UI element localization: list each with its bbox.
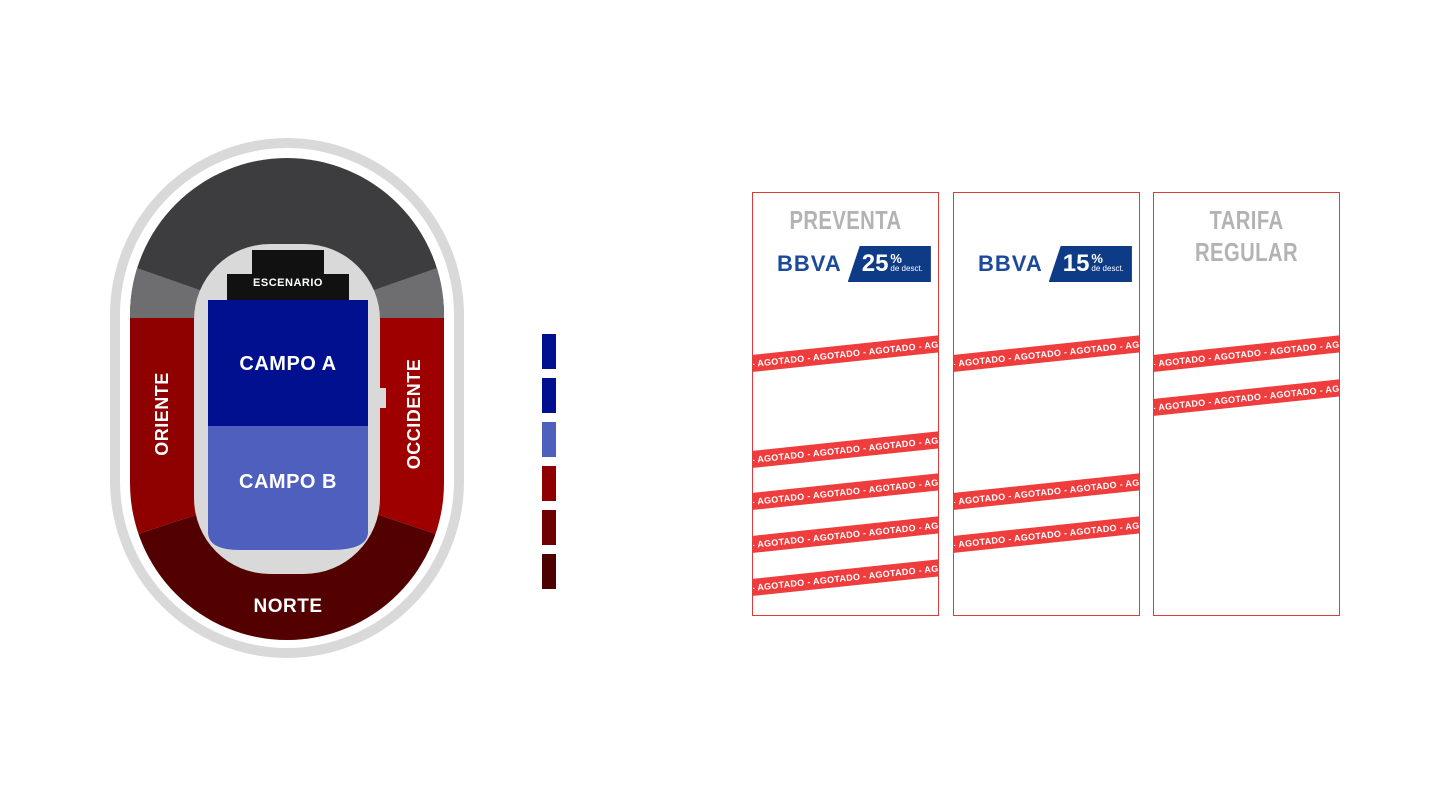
upper-wing-right[interactable] xyxy=(374,262,454,320)
upper-wing-left[interactable] xyxy=(120,262,200,320)
legend-swatch-norte xyxy=(542,554,556,589)
sold-out-ribbon: - AGOTADO - AGOTADO - AGOTADO - AGOTADO … xyxy=(752,558,939,597)
stage-label: ESCENARIO xyxy=(253,277,323,289)
column-title-line1: TARIFA xyxy=(1209,205,1284,235)
sold-out-ribbon: - AGOTADO - AGOTADO - AGOTADO - AGOTADO … xyxy=(752,334,939,373)
price-column-bbva-15: BBVA 15 % de desct. - AGOTADO - AGOTADO … xyxy=(953,192,1140,616)
campo-b-label: CAMPO B xyxy=(239,471,337,493)
occidente-label: OCCIDENTE xyxy=(404,359,424,470)
campo-b-section[interactable] xyxy=(208,426,368,550)
sold-out-ribbon: - AGOTADO - AGOTADO - AGOTADO - AGOTADO … xyxy=(752,515,939,554)
campo-a-section[interactable] xyxy=(208,300,368,426)
stadium-map: ESCENARIO CAMPO A CAMPO B ORIENTE OCCIDE… xyxy=(110,138,464,658)
sold-out-ribbon: - AGOTADO - AGOTADO - AGOTADO - AGOTADO … xyxy=(752,472,939,511)
discount-sub: de desct. xyxy=(1091,264,1124,273)
sold-out-text: - AGOTADO - AGOTADO - AGOTADO - AGOTADO … xyxy=(752,516,939,550)
column-title: PREVENTA xyxy=(789,205,902,235)
price-column-preventa: PREVENTA BBVA 25 % de desct. - AGOTADO -… xyxy=(752,192,939,616)
campo-a-label: CAMPO A xyxy=(239,353,336,375)
bbva-promo: BBVA 25 % de desct. xyxy=(777,245,931,283)
sold-out-ribbon: - AGOTADO - AGOTADO - AGOTADO - AGOTADO … xyxy=(953,334,1140,373)
stage-top xyxy=(252,250,324,276)
legend-swatch-occidente xyxy=(542,466,556,501)
occidente-section[interactable] xyxy=(370,318,454,540)
price-column-tarifa-regular: TARIFA REGULAR - AGOTADO - AGOTADO - AGO… xyxy=(1153,192,1340,616)
sold-out-text: - AGOTADO - AGOTADO - AGOTADO - AGOTADO … xyxy=(1153,379,1340,413)
sold-out-text: - AGOTADO - AGOTADO - AGOTADO - AGOTADO … xyxy=(953,516,1140,550)
oriente-section[interactable] xyxy=(120,318,205,540)
sold-out-text: - AGOTADO - AGOTADO - AGOTADO - AGOTADO … xyxy=(752,431,939,465)
discount-value: 15 xyxy=(1062,250,1090,277)
sold-out-ribbon: - AGOTADO - AGOTADO - AGOTADO - AGOTADO … xyxy=(752,430,939,469)
bbva-promo: BBVA 15 % de desct. xyxy=(978,245,1132,283)
legend-swatch-campo-a xyxy=(542,334,556,369)
sold-out-ribbon: - AGOTADO - AGOTADO - AGOTADO - AGOTADO … xyxy=(1153,378,1340,417)
discount-percent-sign: % xyxy=(890,251,902,266)
discount-badge: 25 % de desct. xyxy=(847,246,931,282)
sold-out-text: - AGOTADO - AGOTADO - AGOTADO - AGOTADO … xyxy=(953,473,1140,507)
norte-label: NORTE xyxy=(254,596,323,617)
sold-out-ribbon: - AGOTADO - AGOTADO - AGOTADO - AGOTADO … xyxy=(953,515,1140,554)
sold-out-text: - AGOTADO - AGOTADO - AGOTADO - AGOTADO … xyxy=(752,335,939,369)
discount-value: 25 xyxy=(861,250,889,277)
discount-sub: de desct. xyxy=(890,264,923,273)
legend-swatch-campo-b xyxy=(542,422,556,457)
sold-out-ribbon: - AGOTADO - AGOTADO - AGOTADO - AGOTADO … xyxy=(953,472,1140,511)
sold-out-text: - AGOTADO - AGOTADO - AGOTADO - AGOTADO … xyxy=(752,559,939,593)
sold-out-text: - AGOTADO - AGOTADO - AGOTADO - AGOTADO … xyxy=(752,473,939,507)
sold-out-text: - AGOTADO - AGOTADO - AGOTADO - AGOTADO … xyxy=(953,335,1140,369)
legend-swatch-campo-a-alt xyxy=(542,378,556,413)
oriente-label: ORIENTE xyxy=(152,372,172,456)
color-legend xyxy=(542,334,556,598)
discount-percent-sign: % xyxy=(1091,251,1103,266)
stage xyxy=(227,274,349,302)
track-connector xyxy=(380,388,386,408)
sold-out-text: - AGOTADO - AGOTADO - AGOTADO - AGOTADO … xyxy=(1153,335,1340,369)
bbva-logo: BBVA xyxy=(978,251,1043,276)
bbva-logo: BBVA xyxy=(777,251,842,276)
column-title-line2: REGULAR xyxy=(1194,237,1299,267)
discount-badge: 15 % de desct. xyxy=(1048,246,1132,282)
legend-swatch-oriente xyxy=(542,510,556,545)
sold-out-ribbon: - AGOTADO - AGOTADO - AGOTADO - AGOTADO … xyxy=(1153,334,1340,373)
